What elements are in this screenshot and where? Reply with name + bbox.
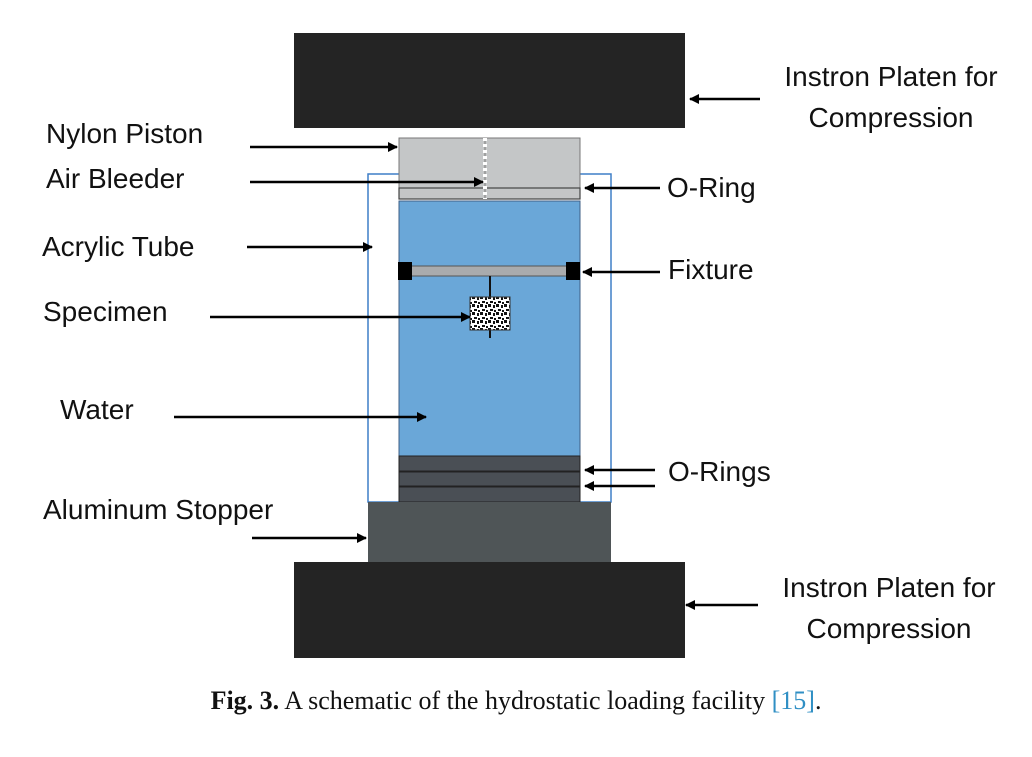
top-platen <box>294 33 685 128</box>
o-ring-2 <box>398 471 581 487</box>
label-aluminum-stopper: Aluminum Stopper <box>43 494 273 525</box>
o-ring-3 <box>398 486 581 503</box>
label-nylon-piston: Nylon Piston <box>46 118 203 149</box>
label-fixture: Fixture <box>668 254 754 285</box>
label-bottom-platen-line1: Instron Platen for <box>782 572 995 603</box>
label-top-platen-line1: Instron Platen for <box>784 61 997 92</box>
label-acrylic-tube: Acrylic Tube <box>42 231 195 262</box>
fixture-right-block <box>566 262 580 280</box>
label-water: Water <box>60 394 134 425</box>
aluminum-stopper <box>368 502 611 562</box>
piston-o-ring <box>398 187 581 200</box>
specimen <box>469 296 511 331</box>
label-specimen: Specimen <box>43 296 168 327</box>
figure-caption: Fig. 3. A schematic of the hydrostatic l… <box>0 686 1032 716</box>
label-air-bleeder: Air Bleeder <box>46 163 185 194</box>
fixture-bar <box>409 265 572 277</box>
caption-text: A schematic of the hydrostatic loading f… <box>279 686 772 715</box>
label-o-ring: O-Ring <box>667 172 756 203</box>
label-top-platen-line2: Compression <box>809 102 974 133</box>
caption-end: . <box>814 686 822 715</box>
label-o-rings: O-Rings <box>668 456 771 487</box>
nylon-piston <box>398 137 581 189</box>
caption-fig-label: Fig. 3. <box>210 686 280 715</box>
fixture-left-block <box>398 262 412 280</box>
o-ring-1 <box>398 455 581 472</box>
label-bottom-platen-line2: Compression <box>807 613 972 644</box>
caption-reference-link[interactable]: [15] <box>771 686 815 715</box>
bottom-platen <box>294 562 685 658</box>
